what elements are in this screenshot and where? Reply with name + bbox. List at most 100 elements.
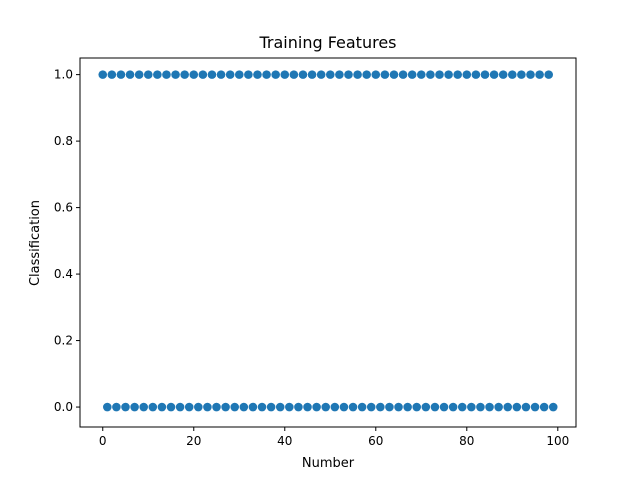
data-point [489,70,499,79]
data-point [330,402,340,412]
y-tick-label: 0.2 [54,334,73,348]
plot-area-frame [79,57,577,428]
y-tick-label: 0.8 [54,134,73,148]
data-point [216,70,226,79]
data-point [221,402,230,412]
data-point [376,402,385,412]
data-point [457,402,467,412]
data-point [207,70,217,79]
x-tick-label: 100 [546,434,569,448]
data-point [307,70,317,79]
data-point [453,70,462,79]
data-point [298,70,308,79]
data-point [266,402,276,412]
data-point [494,402,503,412]
data-point [448,402,458,412]
data-point [248,402,258,412]
data-point [430,402,440,412]
data-point [198,70,208,79]
x-tick-label: 80 [459,434,474,448]
chart-title: Training Features [258,33,396,52]
data-point [316,70,326,79]
data-point [412,402,422,412]
data-point [366,402,376,412]
data-point [189,70,199,79]
data-point [439,402,449,412]
data-point [271,70,280,79]
data-point [194,402,203,412]
data-point [98,70,108,79]
data-point [134,70,144,79]
y-tick-label: 0.0 [54,400,73,414]
data-point [335,70,344,79]
data-point [480,70,490,79]
data-point [407,70,417,79]
data-point [539,402,549,412]
data-point [116,70,126,79]
data-point [517,70,526,79]
data-point [239,402,249,412]
y-tick-label: 0.4 [54,267,73,281]
data-point [521,402,531,412]
data-point [371,70,381,79]
data-point [203,402,212,412]
data-point [253,70,262,79]
data-point [548,402,558,412]
data-point [426,70,435,79]
data-point [280,70,290,79]
y-tick-label: 0.6 [54,201,73,215]
data-point [234,70,244,79]
x-tick-label: 0 [99,434,107,448]
data-point [289,70,299,79]
data-point [171,70,180,79]
data-point [153,70,162,79]
data-point [162,70,171,79]
data-point [535,70,544,79]
data-point [294,402,303,412]
data-point [225,70,235,79]
data-point [444,70,453,79]
data-point [530,402,540,412]
data-point [498,70,508,79]
x-tick-label: 20 [186,434,201,448]
data-point [467,402,476,412]
data-point [257,402,267,412]
data-point [166,402,176,412]
data-point [512,402,522,412]
data-point [348,402,358,412]
x-tick-label: 40 [277,434,292,448]
data-point [285,402,294,412]
data-point [485,402,494,412]
data-point [476,402,485,412]
data-point [107,70,117,79]
data-point [175,402,185,412]
data-point [385,402,394,412]
data-point [321,402,331,412]
data-point [394,402,403,412]
data-point [398,70,408,79]
data-point [230,402,240,412]
data-point [312,402,321,412]
data-point [471,70,481,79]
data-point [544,70,553,79]
x-tick-label: 60 [368,434,383,448]
data-point [526,70,535,79]
data-point [416,70,426,79]
y-axis-ticks: 0.0 0.2 0.4 0.6 0.8 1.0 [54,68,80,414]
data-point [325,70,335,79]
data-point [148,402,158,412]
data-point [380,70,390,79]
x-axis-ticks: 0 20 40 60 80 100 [99,427,569,448]
data-points [98,70,558,412]
data-point [357,402,367,412]
data-point [180,70,189,79]
data-point [507,70,517,79]
data-point [139,402,149,412]
data-point [353,70,362,79]
data-point [184,402,194,412]
data-point [157,402,167,412]
y-axis-label: Classification [28,200,43,286]
